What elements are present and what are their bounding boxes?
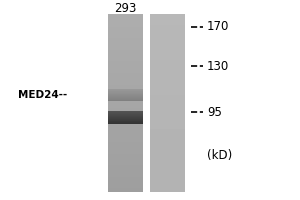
Text: MED24--: MED24--	[18, 90, 67, 100]
Text: 170: 170	[207, 21, 230, 33]
Text: 130: 130	[207, 60, 229, 72]
Text: (kD): (kD)	[207, 150, 232, 162]
Text: 95: 95	[207, 106, 222, 118]
Text: 293: 293	[114, 2, 136, 16]
